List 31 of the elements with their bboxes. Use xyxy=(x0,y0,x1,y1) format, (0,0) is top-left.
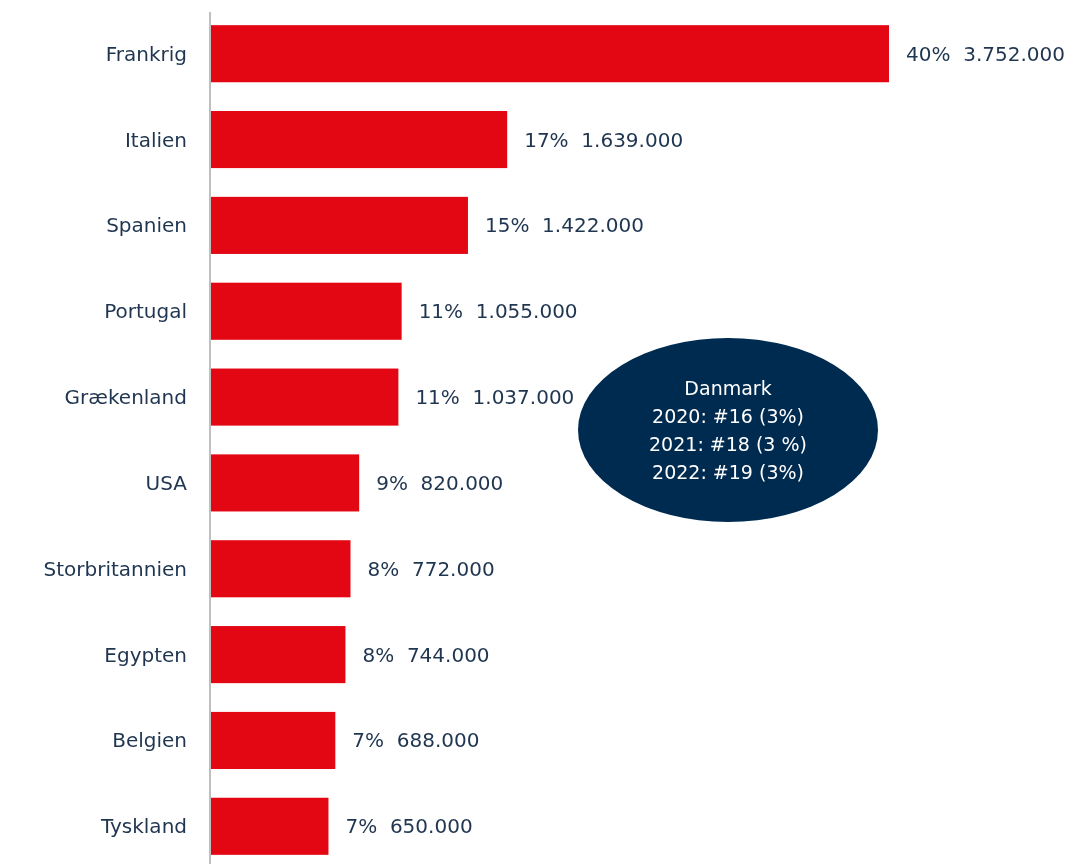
bar xyxy=(211,196,468,254)
bar xyxy=(211,626,346,684)
bar xyxy=(211,25,889,83)
data-label: 40% 3.752.000 xyxy=(906,41,1065,66)
bar xyxy=(211,540,351,598)
y-tick-label: Egypten xyxy=(104,642,187,667)
y-tick-label: Spanien xyxy=(106,213,187,238)
y-tick-label: Portugal xyxy=(104,299,187,324)
data-label: 15% 1.422.000 xyxy=(484,213,644,238)
bar xyxy=(211,282,402,340)
y-tick-label: Storbritannien xyxy=(43,556,187,581)
data-label: 8% 744.000 xyxy=(362,642,490,667)
data-label: 11% 1.055.000 xyxy=(418,299,578,324)
bar xyxy=(211,454,360,512)
y-tick-label: Belgien xyxy=(112,728,187,753)
y-tick-label: Frankrig xyxy=(105,41,187,66)
data-label: 8% 772.000 xyxy=(367,556,495,581)
y-tick-label: Italien xyxy=(124,127,187,152)
data-label: 17% 1.639.000 xyxy=(524,127,684,152)
data-label: 7% 688.000 xyxy=(352,728,480,753)
y-tick-label: Tyskland xyxy=(99,814,187,839)
data-label: 9% 820.000 xyxy=(376,470,504,495)
data-label: 7% 650.000 xyxy=(345,814,473,839)
y-tick-label: Grækenland xyxy=(64,385,187,410)
bar xyxy=(211,711,336,769)
data-label: 11% 1.037.000 xyxy=(415,385,575,410)
y-tick-label: USA xyxy=(145,470,188,495)
bar xyxy=(211,797,329,855)
bar xyxy=(211,368,399,426)
bar xyxy=(211,111,508,169)
annotation: Danmark 2020: #16 (3%) 2021: #18 (3 %) 2022: #19 (3%) xyxy=(649,377,807,483)
